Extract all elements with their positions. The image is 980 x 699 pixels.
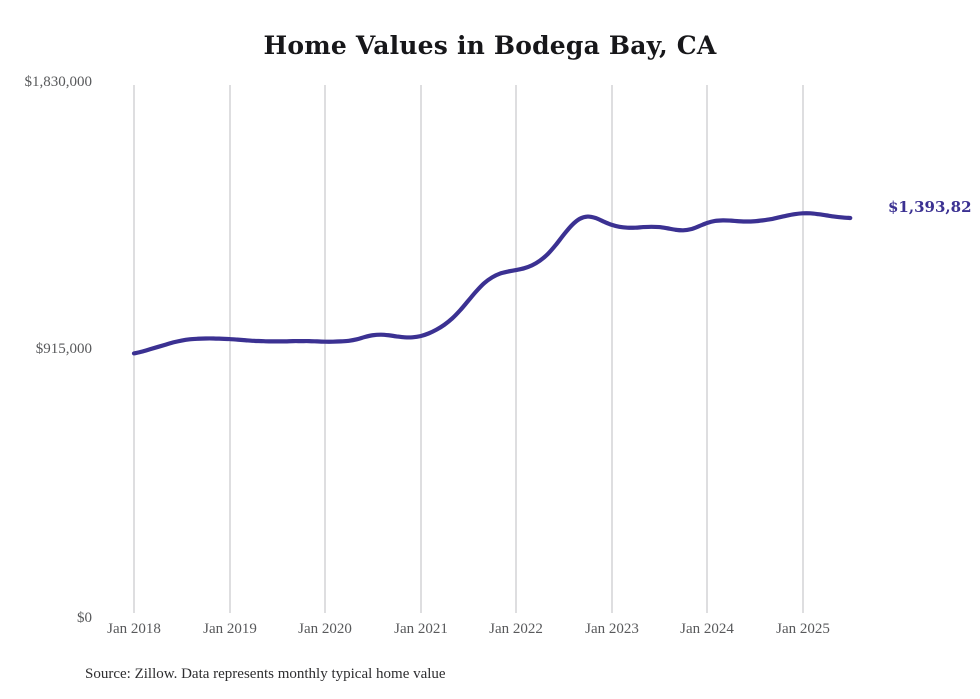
- chart-title: Home Values in Bodega Bay, CA: [263, 31, 717, 60]
- source-note: Source: Zillow. Data represents monthly …: [85, 666, 446, 682]
- x-axis-tick-jan-2018: Jan 2018: [107, 621, 161, 637]
- x-axis-tick-jan-2020: Jan 2020: [298, 621, 352, 637]
- y-axis-tick-zero: $0: [77, 610, 92, 626]
- end-value-annotation: $1,393,82: [888, 198, 972, 216]
- x-axis-tick-jan-2024: Jan 2024: [680, 621, 734, 637]
- value-series-line: [131, 211, 853, 356]
- vertical-gridlines: [133, 85, 804, 613]
- x-axis-tick-jan-2022: Jan 2022: [489, 621, 543, 637]
- x-axis-tick-jan-2021: Jan 2021: [394, 621, 448, 637]
- y-axis-tick-max: $1,830,000: [24, 74, 93, 90]
- y-axis-tick-mid: $915,000: [35, 341, 92, 357]
- x-axis-tick-jan-2025: Jan 2025: [776, 621, 830, 637]
- x-axis-tick-jan-2023: Jan 2023: [585, 621, 639, 637]
- x-axis-tick-jan-2019: Jan 2019: [203, 621, 257, 637]
